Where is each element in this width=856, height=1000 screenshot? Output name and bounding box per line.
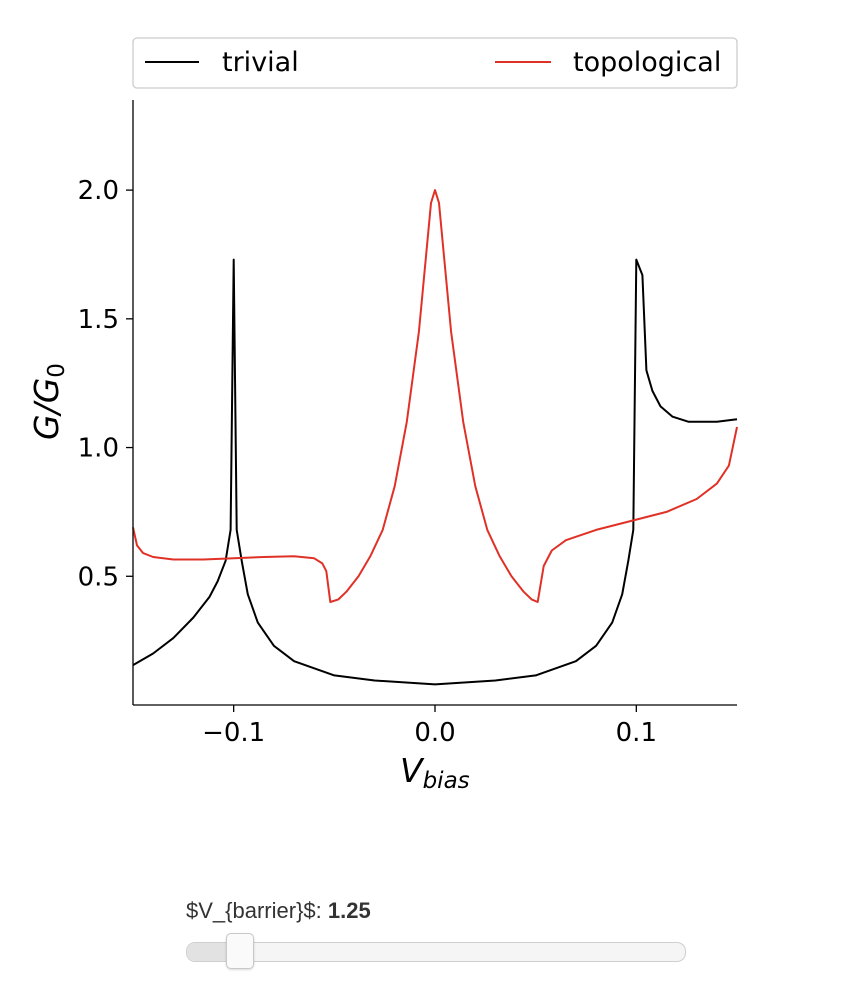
legend-label-trivial: trivial <box>222 47 299 78</box>
series-line-trivial <box>132 258 738 686</box>
slider-value: 1.25 <box>327 898 371 923</box>
y-tick-label: 1.0 <box>78 434 119 464</box>
series-line-topological <box>132 189 738 603</box>
ticks: −0.1 0.0 0.1 0.5 1.0 1.5 2.0 <box>78 176 657 748</box>
slider-label-text: $V_{barrier}$: <box>186 898 328 923</box>
slider-track[interactable] <box>186 942 686 962</box>
x-tick-label: 0.1 <box>616 718 657 748</box>
slider-handle[interactable] <box>226 933 255 969</box>
slider-label: $V_{barrier}$: 1.25 <box>186 898 686 924</box>
barrier-slider: $V_{barrier}$: 1.25 <box>186 898 686 969</box>
y-axis-label-main: G/G <box>27 378 66 440</box>
y-tick-label: 2.0 <box>78 176 119 206</box>
legend-box <box>132 37 738 89</box>
x-axis-label-sub: bias <box>423 768 470 794</box>
legend-label-topological: topological <box>573 47 721 78</box>
y-axis-label-sub: 0 <box>44 363 70 378</box>
x-axis-label: Vbias <box>400 751 470 794</box>
legend: trivial topological <box>132 37 738 89</box>
y-axis-label: G/G0 <box>27 363 70 440</box>
y-tick-label: 0.5 <box>78 562 119 592</box>
plot-area <box>132 189 738 686</box>
y-tick-label: 1.5 <box>78 305 119 335</box>
conductance-chart: −0.1 0.0 0.1 0.5 1.0 1.5 2.0 trivial topologic… <box>27 37 738 794</box>
x-tick-label: −0.1 <box>202 718 265 748</box>
x-axis-label-main: V <box>400 751 425 790</box>
x-tick-label: 0.0 <box>414 718 455 748</box>
